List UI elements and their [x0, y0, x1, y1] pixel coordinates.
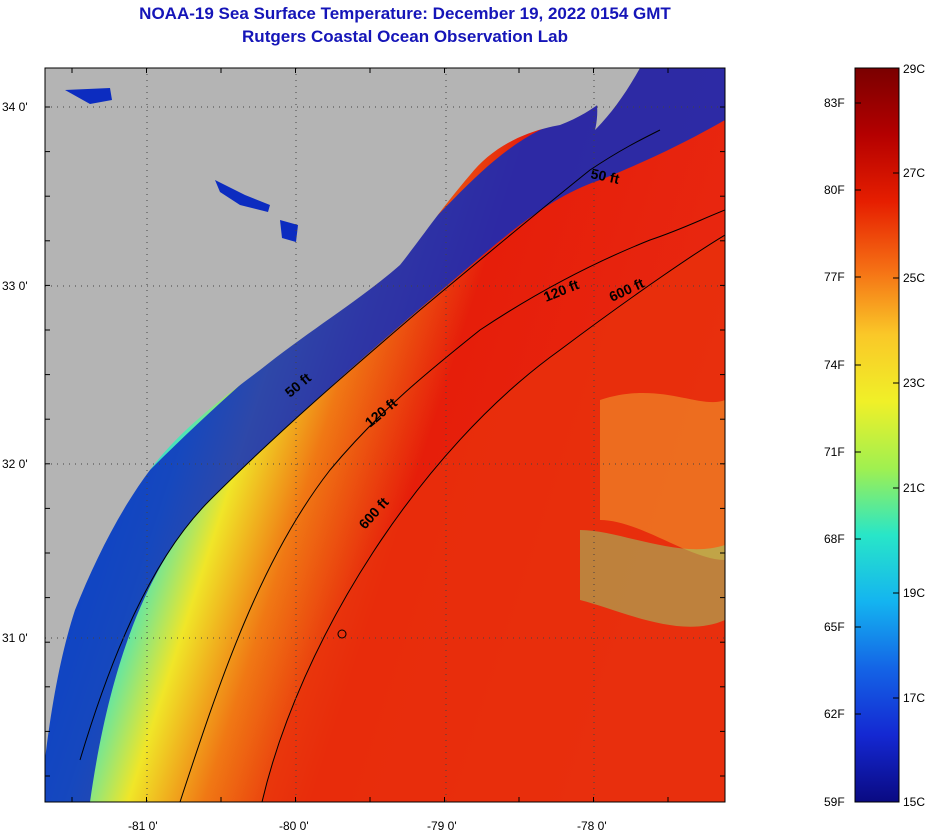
- warm-eddy-patch: [600, 392, 725, 560]
- graticule: [45, 68, 725, 802]
- lat-label: 33 0': [2, 279, 28, 293]
- cape-land: [590, 68, 640, 130]
- lon-label: -79 0': [427, 819, 457, 832]
- inland-lake: [65, 88, 112, 104]
- contour-label: 50 ft: [589, 165, 621, 187]
- cool-filament-patch: [580, 530, 725, 627]
- depth-contour-120ft: [179, 209, 725, 802]
- axis-ticks: [45, 68, 725, 802]
- gulf-stream-warm-core: [262, 235, 725, 802]
- depth-contour-600ft: [261, 234, 725, 802]
- land-mass: [45, 68, 640, 760]
- map-title: NOAA-19 Sea Surface Temperature: Decembe…: [139, 4, 671, 23]
- lon-label: -80 0': [279, 819, 309, 832]
- lat-label: 32 0': [2, 457, 28, 471]
- inland-lake: [215, 180, 270, 212]
- lat-label: 34 0': [2, 100, 28, 114]
- map-subtitle: Rutgers Coastal Ocean Observation Lab: [242, 27, 568, 46]
- depth-contour-50ft: [79, 129, 661, 761]
- lat-label: 31 0': [2, 631, 28, 645]
- station-marker[interactable]: [337, 629, 347, 639]
- inland-lake: [280, 220, 298, 242]
- lon-label: -81 0': [128, 819, 158, 832]
- cold-coastal-water: [45, 68, 725, 802]
- lon-label: -78 0': [577, 819, 607, 832]
- map-frame: [44, 67, 726, 803]
